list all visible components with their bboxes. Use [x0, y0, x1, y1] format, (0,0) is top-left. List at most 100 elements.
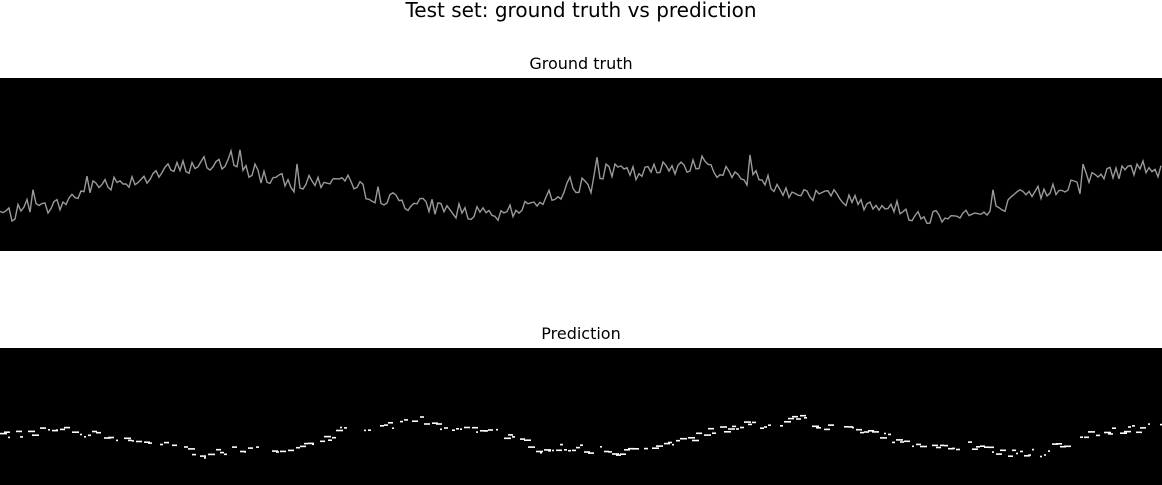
prediction-point — [672, 443, 674, 446]
prediction-point — [1112, 427, 1116, 429]
prediction-point — [220, 451, 224, 454]
prediction-point — [84, 436, 86, 438]
prediction-point — [60, 428, 65, 431]
prediction-point — [424, 423, 430, 425]
prediction-point — [340, 426, 342, 429]
prediction-point — [828, 424, 834, 426]
prediction-point — [936, 446, 941, 449]
prediction-point — [384, 424, 388, 426]
prediction-point — [1160, 423, 1162, 426]
prediction-point — [144, 441, 150, 443]
prediction-point — [812, 425, 819, 428]
prediction-point — [132, 440, 134, 442]
prediction-point — [188, 448, 195, 450]
prediction-point — [296, 446, 300, 449]
prediction-point — [128, 439, 132, 442]
prediction-point — [656, 445, 663, 447]
prediction-point — [856, 428, 862, 431]
prediction-point — [456, 428, 459, 430]
ground-truth-title: Ground truth — [529, 54, 633, 73]
prediction-point — [244, 451, 246, 453]
prediction-point — [1132, 425, 1135, 427]
prediction-point — [164, 441, 169, 444]
prediction-point — [1104, 431, 1111, 434]
prediction-point — [968, 441, 972, 443]
prediction-point — [1040, 455, 1042, 458]
prediction-point — [504, 437, 511, 440]
prediction-point — [712, 432, 716, 434]
prediction-point — [536, 450, 543, 453]
prediction-point — [588, 452, 594, 454]
prediction-point — [920, 445, 927, 448]
prediction-point — [652, 447, 659, 449]
prediction-point — [1140, 427, 1146, 429]
prediction-point — [844, 426, 848, 428]
ground-truth-panel — [0, 78, 1162, 251]
prediction-point — [1020, 450, 1023, 453]
prediction-point — [736, 428, 739, 430]
prediction-point — [932, 444, 938, 447]
prediction-point — [308, 442, 314, 445]
prediction-point — [440, 428, 442, 431]
prediction-point — [900, 441, 904, 443]
prediction-point — [420, 416, 424, 418]
prediction-point — [632, 448, 639, 450]
prediction-point — [568, 449, 571, 452]
prediction-point — [460, 428, 462, 430]
prediction-point — [556, 449, 562, 452]
prediction-point — [708, 427, 714, 430]
prediction-point — [484, 430, 488, 432]
prediction-point — [1124, 430, 1131, 433]
prediction-point — [248, 447, 253, 449]
prediction-point — [1084, 436, 1089, 439]
prediction-point — [1120, 432, 1127, 434]
prediction-point — [616, 454, 621, 456]
prediction-point — [976, 446, 980, 448]
prediction-point — [404, 419, 408, 421]
prediction-point — [744, 421, 751, 423]
prediction-point — [1136, 431, 1142, 434]
prediction-point — [368, 429, 371, 431]
prediction-point — [804, 417, 807, 419]
prediction-point — [984, 446, 989, 448]
prediction-point — [1028, 454, 1031, 456]
prediction-point — [16, 430, 22, 433]
prediction-point — [872, 431, 879, 433]
prediction-point — [892, 441, 895, 444]
prediction-point — [208, 453, 215, 456]
prediction-point — [1080, 436, 1083, 438]
prediction-title: Prediction — [541, 324, 621, 343]
prediction-point — [1088, 431, 1095, 433]
prediction-point — [124, 437, 131, 440]
prediction-point — [796, 418, 801, 420]
prediction-point — [904, 440, 910, 443]
prediction-point — [444, 427, 448, 429]
prediction-point — [572, 449, 576, 452]
ground-truth-series-line — [0, 148, 1162, 225]
prediction-point — [520, 438, 525, 440]
prediction-point — [272, 450, 278, 452]
prediction-point — [380, 425, 384, 427]
prediction-point — [612, 453, 619, 455]
prediction-point — [116, 439, 118, 442]
prediction-point — [728, 428, 735, 430]
prediction-point — [816, 427, 821, 429]
prediction-point — [1096, 434, 1100, 437]
prediction-point — [1048, 450, 1050, 452]
prediction-point — [436, 423, 442, 425]
prediction-point — [704, 434, 711, 436]
prediction-point — [664, 442, 670, 445]
prediction-point — [992, 451, 994, 453]
figure-title: Test set: ground truth vs prediction — [405, 0, 757, 22]
prediction-point — [4, 431, 10, 433]
prediction-point — [64, 426, 70, 429]
prediction-point — [388, 422, 393, 424]
prediction-point — [288, 449, 294, 452]
prediction-point — [432, 422, 438, 424]
prediction-point — [564, 449, 567, 451]
ground-truth-chart — [0, 148, 1162, 225]
prediction-point — [488, 429, 493, 431]
prediction-point — [544, 449, 551, 451]
prediction-point — [748, 423, 752, 426]
prediction-point — [332, 436, 336, 439]
